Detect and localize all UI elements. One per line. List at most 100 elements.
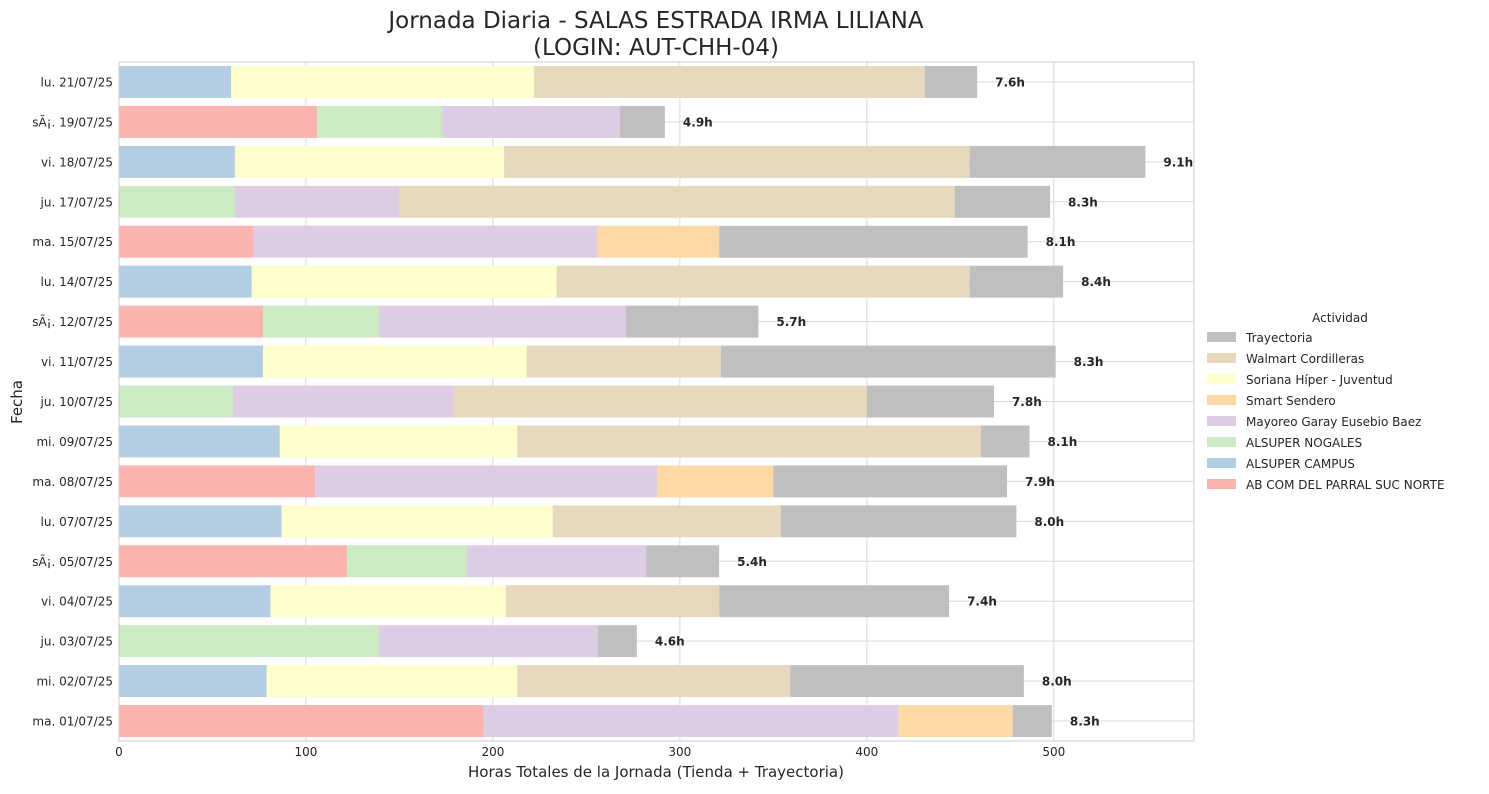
bar-segment-trayectoria [790,665,1024,698]
bar-segment-trayectoria [646,545,720,578]
bar-segment-smart-sendero [597,225,720,258]
chart-title-line1: Jornada Diaria - SALAS ESTRADA IRMA LILI… [386,8,923,34]
bar-segment-alsuper-campus [119,65,232,98]
y-tick-label: ma. 15/07/25 [32,235,113,249]
bar-segment-mayoreo-garay-eusebio-baez [378,625,598,658]
bar-total-label: 8.1h [1047,435,1077,449]
legend-swatch [1207,479,1236,489]
bar-total-label: 8.0h [1042,675,1072,689]
bar-segment-mayoreo-garay-eusebio-baez [442,105,621,138]
bar-segment-walmart-cordilleras [517,425,981,458]
bar-segment-trayectoria [625,305,759,338]
y-tick-label: sÃ¡. 19/07/25 [32,114,113,129]
bar-segment-ab-com-del-parral-suc-norte [119,705,484,738]
bar-segment-alsuper-campus [119,665,267,698]
bar-segment-alsuper-nogales [119,185,235,218]
y-tick-label: mi. 02/07/25 [36,675,113,689]
legend: Actividad Trayectoria Walmart Cordilleras… [1207,311,1445,492]
bar-total-label: 5.4h [737,555,767,569]
legend-swatch [1207,458,1236,468]
y-tick-label: ju. 03/07/25 [40,635,113,649]
total-labels: 7.6h 4.9h 9.1h 8.3h 8.1h 8.4h 5.7h 8.3h 7.8h 8.1h… [655,75,1193,728]
bar-segment-trayectoria [866,385,994,418]
plot-frame [118,61,1195,742]
x-tick-label: 300 [668,745,691,759]
bars [119,65,1146,738]
bar-segment-alsuper-nogales [347,545,467,578]
x-tick-label: 100 [295,745,318,759]
bar-segment-trayectoria [969,265,1064,298]
bar-segment-mayoreo-garay-eusebio-baez [234,185,400,218]
bar-total-label: 7.4h [967,595,997,609]
bar-segment-soriana-h-per-juventud [279,425,518,458]
bar-segment-walmart-cordilleras [504,145,970,178]
bar-segment-walmart-cordilleras [534,65,925,98]
bar-total-label: 8.1h [1046,235,1076,249]
bar-segment-alsuper-campus [119,585,271,618]
y-tick-label: lu. 21/07/25 [41,75,113,89]
bar-segment-alsuper-campus [119,425,280,458]
bar-segment-mayoreo-garay-eusebio-baez [466,545,647,578]
bar-segment-trayectoria [721,345,1056,378]
x-tick-label: 500 [1042,745,1065,759]
bar-segment-ab-com-del-parral-suc-norte [119,545,348,578]
bar-segment-soriana-h-per-juventud [231,65,535,98]
bar-segment-walmart-cordilleras [517,665,791,698]
bar-segment-mayoreo-garay-eusebio-baez [378,305,626,338]
bar-segment-trayectoria [924,65,978,98]
bar-segment-alsuper-nogales [262,305,379,338]
bar-segment-walmart-cordilleras [526,345,721,378]
bar-segment-alsuper-nogales [119,625,379,658]
y-tick-label: vi. 18/07/25 [41,155,113,169]
bar-segment-alsuper-campus [119,265,252,298]
bar-segment-soriana-h-per-juventud [251,265,557,298]
y-tick-label: vi. 11/07/25 [41,355,113,369]
bar-segment-trayectoria [719,225,1028,258]
bar-segment-walmart-cordilleras [399,185,955,218]
bar-segment-ab-com-del-parral-suc-norte [119,225,254,258]
legend-entry-label: ALSUPER NOGALES [1246,436,1362,450]
bar-segment-walmart-cordilleras [552,505,781,538]
y-axis-label: Fecha [8,380,26,424]
legend-entry-label: Soriana Híper - Juventud [1246,373,1393,387]
chart-title-line2: (LOGIN: AUT-CHH-04) [533,35,779,61]
y-tick-label: sÃ¡. 12/07/25 [32,314,113,329]
y-tick-label: ju. 10/07/25 [40,395,113,409]
legend-swatch [1207,395,1236,405]
y-tick-label: mi. 09/07/25 [36,435,113,449]
bar-segment-trayectoria [980,425,1030,458]
bar-total-label: 7.9h [1025,475,1055,489]
legend-swatch [1207,332,1236,342]
bar-total-label: 4.6h [655,635,685,649]
bar-segment-soriana-h-per-juventud [234,145,505,178]
x-tick-label: 200 [481,745,504,759]
bar-segment-trayectoria [969,145,1146,178]
bar-total-label: 8.3h [1074,355,1104,369]
bar-segment-alsuper-campus [119,345,263,378]
bar-total-label: 8.3h [1068,195,1098,209]
bar-segment-smart-sendero [657,465,774,498]
bar-segment-trayectoria [780,505,1017,538]
legend-entry-label: AB COM DEL PARRAL SUC NORTE [1246,478,1445,492]
legend-entry-label: Smart Sendero [1246,394,1336,408]
y-tick-label: lu. 14/07/25 [41,275,113,289]
bar-total-label: 5.7h [776,315,806,329]
bar-segment-alsuper-campus [119,145,235,178]
bar-segment-smart-sendero [898,705,1013,738]
bar-segment-trayectoria [620,105,665,138]
legend-swatch [1207,374,1236,384]
legend-entry-label: Mayoreo Garay Eusebio Baez [1246,415,1421,429]
bar-total-label: 4.9h [683,115,713,129]
bar-total-label: 7.6h [995,75,1025,89]
bar-total-label: 8.4h [1081,275,1111,289]
bar-segment-trayectoria [954,185,1051,218]
bar-segment-walmart-cordilleras [506,585,720,618]
bar-segment-mayoreo-garay-eusebio-baez [253,225,598,258]
y-tick-label: ma. 01/07/25 [32,715,113,729]
bar-segment-mayoreo-garay-eusebio-baez [483,705,899,738]
bar-segment-trayectoria [1012,705,1052,738]
bar-segment-alsuper-nogales [119,385,234,418]
bar-segment-ab-com-del-parral-suc-norte [119,465,316,498]
